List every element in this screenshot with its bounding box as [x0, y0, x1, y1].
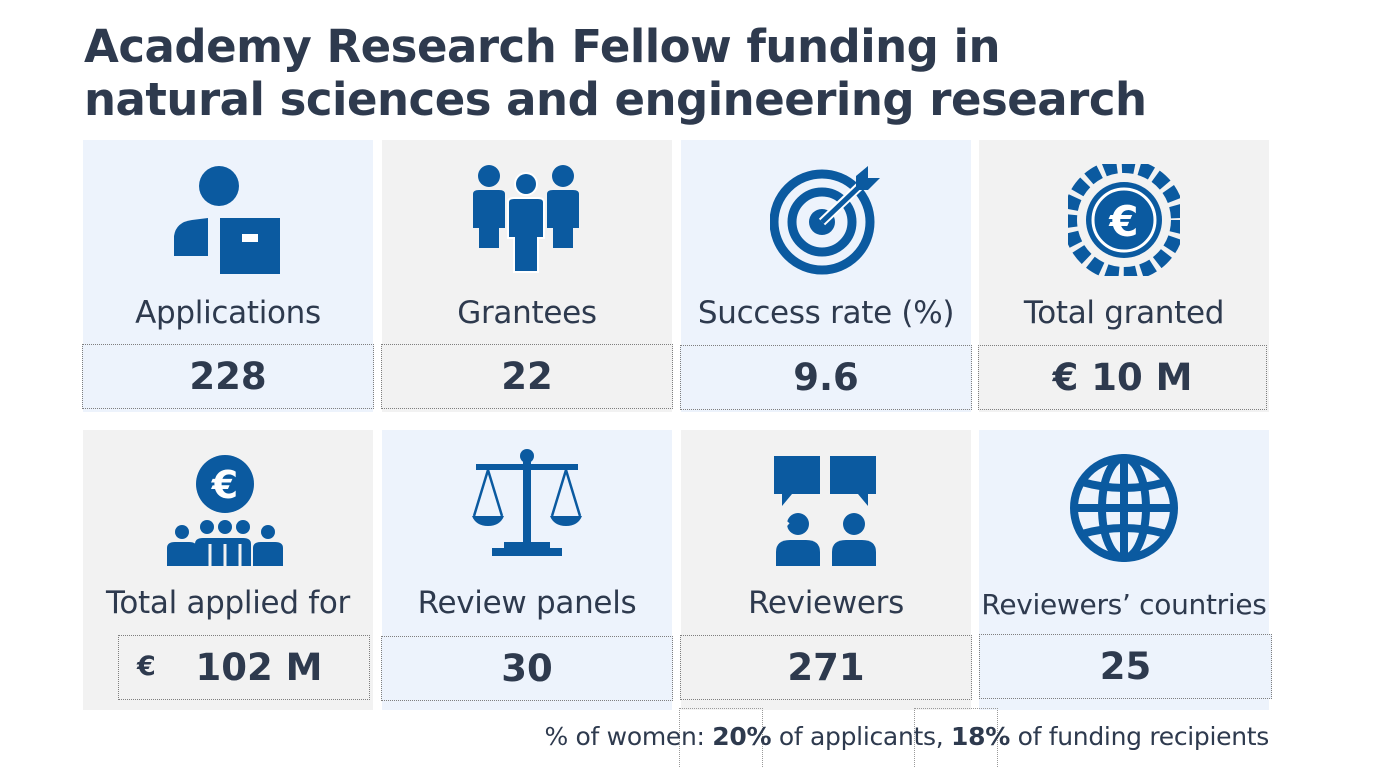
dotted-guide [914, 708, 998, 767]
stat-value-box: 30 [381, 636, 673, 701]
scales-icon [382, 448, 672, 560]
footer-recipients-text: of funding recipients [1009, 722, 1270, 751]
stat-value-box: 25 [979, 634, 1272, 699]
stat-label: Grantees [457, 295, 597, 331]
stat-value: 228 [189, 355, 267, 398]
euro-crowd-icon: € [83, 454, 373, 566]
stat-label: Total applied for [106, 585, 350, 621]
target-icon [681, 164, 971, 276]
people-group-icon [382, 164, 672, 276]
stat-value-currency: € [137, 651, 156, 682]
recipients-women-pct: 18% [951, 722, 1010, 751]
footer-applicants-text: of applicants, [771, 722, 952, 751]
stat-value-box: 228 [82, 344, 374, 409]
dotted-guide [679, 708, 763, 767]
stat-label: Reviewers [748, 585, 904, 621]
title-line-2: natural sciences and engineering researc… [84, 73, 1147, 126]
applicants-women-pct: 20% [712, 722, 772, 751]
stat-value: 30 [501, 647, 553, 690]
reviewers-speech-icon [681, 456, 971, 566]
footer-prefix: % of women: [544, 722, 713, 751]
stat-value-box: € 10 M [978, 345, 1267, 410]
stat-value-box: 9.6 [680, 345, 972, 410]
stat-label: Success rate (%) [697, 295, 955, 331]
stat-label: Review panels [417, 585, 637, 621]
stat-value-box: € 102 M [118, 635, 370, 700]
stat-value: € 10 M [1052, 356, 1193, 399]
page-title: Academy Research Fellow funding in natur… [84, 20, 1284, 126]
applicant-icon [83, 166, 373, 276]
stat-value: 9.6 [793, 356, 859, 399]
stat-value: 102 M [195, 646, 323, 689]
stat-label: Applications [135, 295, 321, 331]
women-share-note: % of women: 20% of applicants, 18% of fu… [544, 722, 1269, 751]
title-line-1: Academy Research Fellow funding in [84, 20, 1001, 73]
stat-label: Total granted [1023, 295, 1225, 331]
euro-coin-icon: € [979, 164, 1269, 276]
stat-value-box: 271 [680, 635, 972, 700]
svg-text:€: € [211, 463, 238, 507]
stat-value: 25 [1099, 645, 1152, 688]
globe-icon [979, 452, 1269, 564]
stat-value: 22 [501, 355, 553, 398]
svg-text:€: € [1108, 197, 1138, 246]
stat-value-box: 22 [381, 344, 673, 409]
stat-label: Reviewers’ countries [981, 588, 1267, 621]
stat-value: 271 [787, 646, 865, 689]
